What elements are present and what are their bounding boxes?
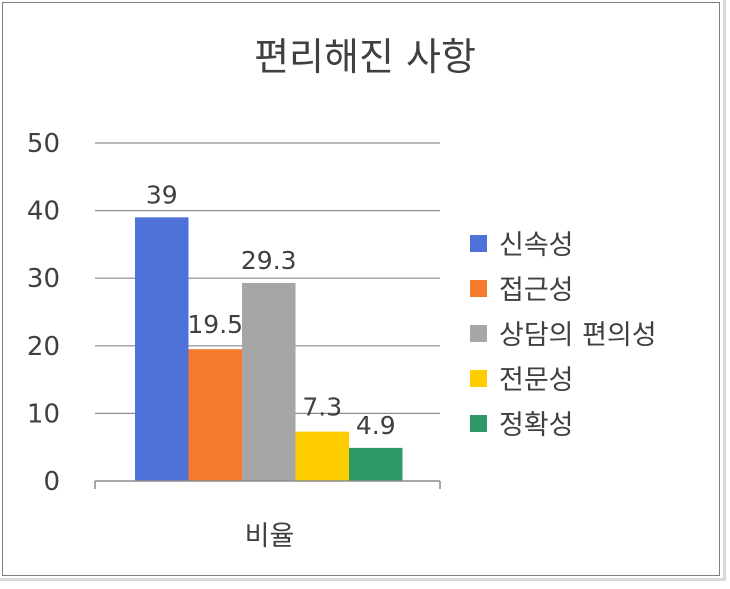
legend-swatch <box>470 235 487 252</box>
y-tick-label: 40 <box>27 197 60 227</box>
data-label: 4.9 <box>356 411 396 440</box>
data-label: 7.3 <box>302 393 342 422</box>
legend-label: 정확성 <box>499 410 574 441</box>
legend-label: 신속성 <box>499 230 574 261</box>
data-label: 19.5 <box>187 310 243 339</box>
legend-label: 접근성 <box>499 275 574 306</box>
bar-3 <box>242 282 296 481</box>
data-label: 29.3 <box>241 246 297 275</box>
legend-swatch <box>470 325 487 342</box>
legend-label: 상담의 편의성 <box>499 320 657 351</box>
y-tick-label: 10 <box>27 399 60 429</box>
data-labels: 39 19.5 29.3 7.3 4.9 <box>146 180 396 440</box>
y-axis-ticks: 0 10 20 30 40 50 <box>27 129 60 497</box>
y-tick-label: 0 <box>43 467 60 497</box>
chart-title: 편리해진 사항 <box>254 35 476 79</box>
bar-5 <box>349 447 403 481</box>
legend-swatch <box>470 415 487 432</box>
y-tick-label: 50 <box>27 129 60 159</box>
legend-swatch <box>470 370 487 387</box>
y-tick-label: 30 <box>27 264 60 294</box>
legend-swatch <box>470 280 487 297</box>
x-category-label: 비율 <box>245 521 295 552</box>
bars <box>135 217 403 482</box>
legend-label: 전문성 <box>499 365 574 396</box>
bar-4 <box>295 431 349 481</box>
bar-2 <box>188 349 242 481</box>
y-tick-label: 20 <box>27 332 60 362</box>
bar-1 <box>135 217 189 482</box>
data-label: 39 <box>146 180 178 209</box>
